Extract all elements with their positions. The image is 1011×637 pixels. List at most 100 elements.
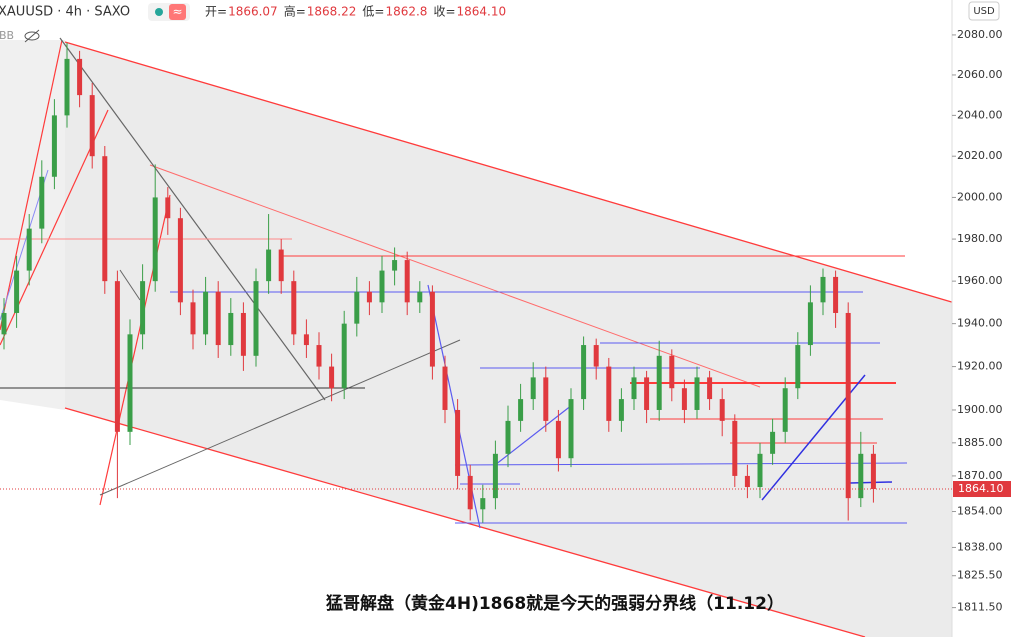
y-tick-label: 1980.00 [957, 232, 1003, 245]
ohlc-label: 收= [433, 5, 455, 19]
candle-body [757, 453, 763, 488]
caption: 猛哥解盘（黄金4H)1868就是今天的强弱分界线（11.12） [325, 593, 784, 614]
candle-body [593, 345, 599, 367]
trend-line [99, 194, 171, 506]
y-tick-label: 1960.00 [957, 274, 1003, 287]
y-tick-label: 1870.00 [957, 469, 1003, 482]
candle-body [631, 377, 637, 400]
candle-body [404, 260, 410, 303]
candle-body [127, 334, 133, 432]
trend-line [119, 269, 141, 301]
channel-shade [65, 42, 955, 637]
candle-body [543, 377, 549, 421]
ohlc-label: 低= [362, 5, 384, 19]
ohlc-value: 1866.07 [228, 5, 278, 19]
candle-body [77, 58, 83, 96]
y-tick-label: 1900.00 [957, 403, 1003, 416]
candle-body [530, 377, 536, 400]
currency-button[interactable] [968, 1, 1000, 21]
ohlc-value: 1868.22 [307, 5, 357, 19]
symbol-title: XAUUSD · 4h · SAXO [0, 5, 130, 20]
candle-body [795, 345, 801, 389]
y-tick-label: 1920.00 [957, 360, 1003, 373]
trend-line [99, 339, 461, 496]
y-tick-label: 2020.00 [957, 149, 1003, 162]
axis-bg [952, 0, 1011, 637]
y-tick-label: 2080.00 [957, 28, 1003, 41]
ohlc-value: 1862.8 [385, 5, 427, 19]
candle-body [354, 291, 360, 324]
candle-body [858, 453, 864, 499]
h-line [454, 462, 908, 466]
candle-body [845, 312, 851, 499]
candle-body [89, 95, 95, 157]
candle-body [656, 355, 662, 410]
candle-body [744, 475, 750, 488]
y-tick-label: 1825.50 [957, 569, 1003, 582]
y-tick-label: 2060.00 [957, 68, 1003, 81]
candles [1, 42, 876, 523]
candle-body [681, 388, 687, 410]
candle-body [480, 498, 486, 510]
y-tick-label: 2000.00 [957, 190, 1003, 203]
candle-body [833, 276, 839, 313]
candle-body [644, 377, 650, 410]
candle-body [140, 281, 146, 335]
candle-body [114, 281, 120, 432]
trend-line [59, 37, 326, 401]
trend-line [0, 39, 63, 331]
candle-body [278, 249, 284, 282]
pause-icon [169, 4, 186, 20]
candle-body [807, 302, 813, 346]
candle-body [707, 377, 713, 400]
candle-body [240, 312, 246, 356]
candle-body [555, 420, 561, 459]
candle-body [253, 281, 259, 356]
visibility-icon[interactable] [24, 29, 40, 43]
candle-body [215, 291, 221, 346]
candle-body [820, 276, 826, 303]
channel-top [64, 41, 956, 304]
candle-body [266, 249, 272, 282]
candle-body [732, 420, 738, 476]
candle-body [14, 270, 20, 313]
candle-body [39, 176, 45, 229]
ohlc-label: 开= [205, 5, 227, 19]
candle-body [719, 399, 725, 421]
candle-body [329, 366, 335, 389]
candle-body [177, 218, 183, 303]
y-tick-label: 1885.00 [957, 436, 1003, 449]
last-price-label: 1864.10 [958, 482, 1004, 495]
candle-body [366, 291, 372, 303]
candle-body [417, 291, 423, 303]
candle-body [606, 366, 612, 421]
candle-body [203, 291, 209, 335]
candle-body [467, 475, 473, 510]
price-axis: USD 2080.00 2060.00 2040.00 2020.00 2000.00 1… [951, 0, 1011, 637]
candle-body [392, 260, 398, 271]
trend-line [149, 164, 761, 388]
candle-body [379, 270, 385, 303]
currency[interactable]: USD [973, 6, 995, 17]
y-tick-label: 1940.00 [957, 317, 1003, 330]
candle-body [505, 420, 511, 454]
ohlc-label: 高= [284, 4, 306, 19]
candle-body [165, 197, 171, 219]
candle-body [492, 453, 498, 499]
candle-body [669, 355, 675, 389]
candle-body [1, 312, 7, 335]
candle-body [102, 156, 108, 282]
candle-body [581, 345, 587, 400]
candle-body [228, 312, 234, 346]
y-tick-label: 2040.00 [957, 108, 1003, 121]
candle-body [568, 399, 574, 459]
candle-body [618, 399, 624, 421]
status-dot [155, 8, 163, 16]
candle-body [782, 388, 788, 432]
candle-body [455, 409, 461, 476]
last-price-tag [953, 481, 1011, 498]
candle-body [152, 197, 158, 282]
ohlc-value: 1864.10 [457, 5, 507, 19]
y-tick-label: 1811.50 [957, 601, 1003, 614]
